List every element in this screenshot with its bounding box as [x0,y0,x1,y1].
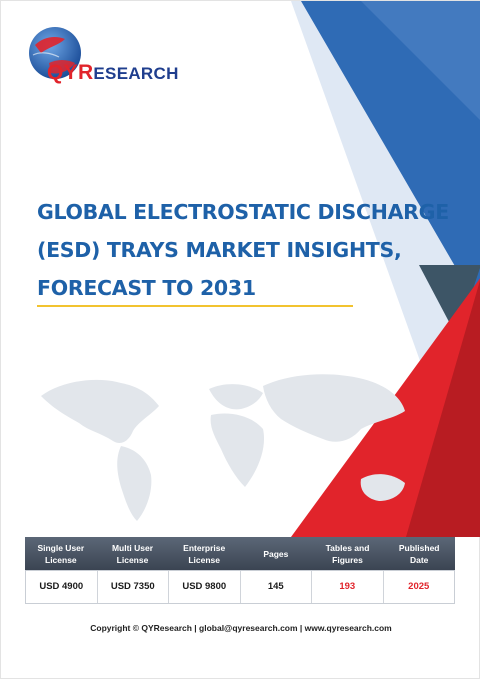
value-enterprise-price: USD 9800 [168,571,240,603]
header-tables-figures: Tables and Figures [325,542,370,565]
blue-highlight [361,1,480,120]
logo-prefix: QYR [47,61,94,84]
logo-suffix: ESEARCH [93,64,179,83]
blue-triangle [301,1,480,310]
red-shadow [406,280,480,537]
qyresearch-logo [25,23,195,83]
logo-wordmark: QYRESEARCH [47,61,179,85]
header-published-date: Published Date [398,542,440,565]
report-title: GLOBAL ELECTROSTATIC DISCHARGE (ESD) TRA… [37,193,449,307]
world-map [41,374,405,521]
table-header-row: Single User License Multi User License E… [25,537,455,570]
value-pages: 145 [239,571,312,603]
copyright-footer: Copyright © QYResearch | global@qyresear… [90,623,392,633]
license-info-table: Single User License Multi User License E… [25,537,455,604]
header-single-user-license: Single User License [37,542,85,565]
header-pages: Pages [263,548,289,559]
title-underline [37,305,353,307]
table-value-row: USD 4900 USD 7350 USD 9800 145 193 2025 [25,570,455,604]
title-line-1: GLOBAL ELECTROSTATIC DISCHARGE [37,200,449,224]
title-line-3: FORECAST TO 2031 [37,276,256,300]
value-tables-figures: 193 [311,571,383,603]
value-single-user-price: USD 4900 [39,581,84,592]
globe-logo-icon [29,27,81,79]
value-published-date: 2025 [382,571,455,603]
header-multi-user-license: Multi User License [111,542,154,565]
value-multi-user-price: USD 7350 [96,571,169,603]
slate-triangle [419,265,480,337]
header-enterprise-license: Enterprise License [183,542,226,565]
title-line-2: (ESD) TRAYS MARKET INSIGHTS, [37,238,402,262]
